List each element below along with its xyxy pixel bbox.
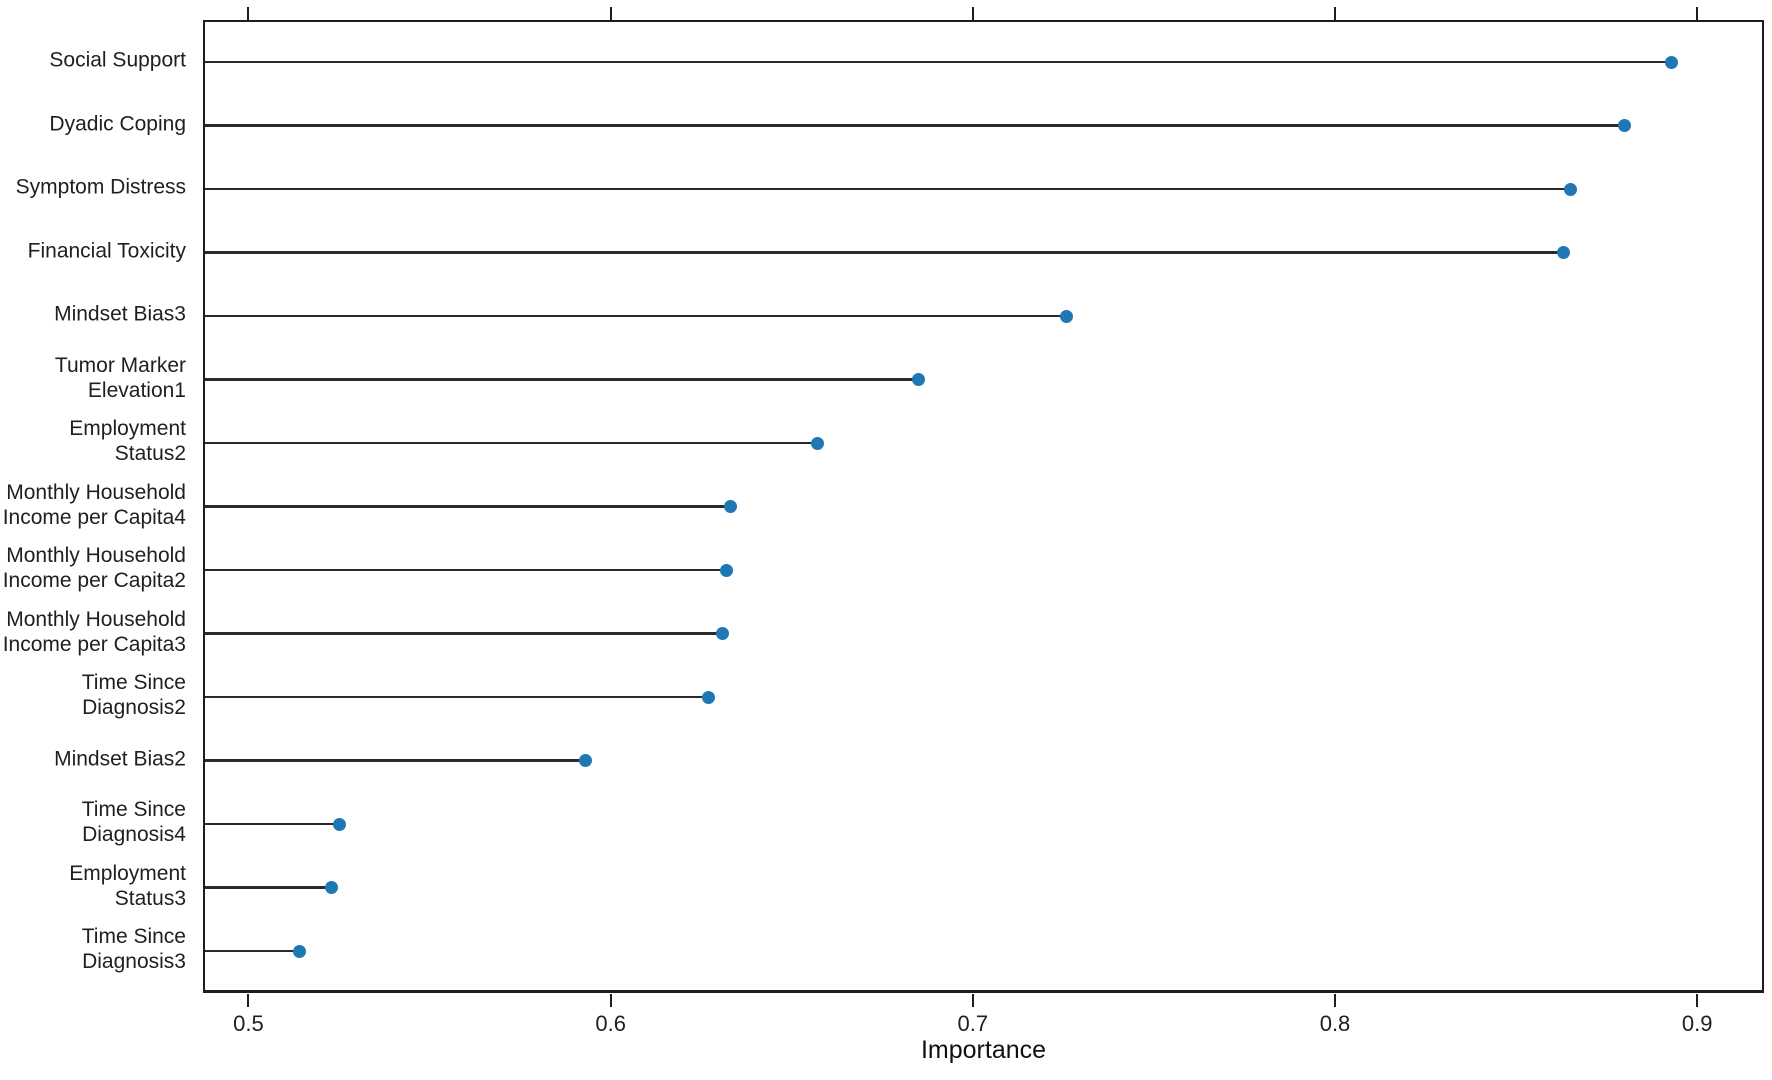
plot-area: 0.5 0.6 0.7 0.8 0.9 <box>203 7 1764 1036</box>
data-point-marker <box>720 563 734 577</box>
data-point-marker <box>332 817 346 831</box>
lollipop-stem <box>205 124 1625 127</box>
x-axis-bottom-tick <box>609 994 612 1007</box>
y-axis-category-label: Time Since Diagnosis3 <box>81 925 186 973</box>
x-axis-tick-label: 0.6 <box>595 1011 626 1036</box>
lollipop-stem <box>205 568 727 572</box>
lollipop-stem <box>205 505 731 508</box>
lollipop-stem <box>205 695 709 699</box>
lollipop-stem <box>205 441 818 445</box>
y-axis-category-label: Symptom Distress <box>15 175 186 199</box>
lollipop-stem <box>205 251 1564 254</box>
lollipop-stem <box>205 949 300 953</box>
y-axis-category-label: Monthly Household Income per Capita4 <box>2 480 186 529</box>
x-axis-top-tick <box>609 7 612 20</box>
y-axis-category-label: Tumor Marker Elevation1 <box>54 353 186 402</box>
y-axis-category-label: Social Support <box>49 48 186 72</box>
data-point-marker <box>292 944 306 958</box>
y-axis-category-label: Mindset Bias2 <box>54 747 186 770</box>
x-axis-top-tick <box>1334 7 1336 20</box>
data-point-marker <box>1563 182 1577 196</box>
x-axis-bottom-tick <box>1696 994 1699 1007</box>
x-axis-title: Importance <box>920 1036 1047 1064</box>
x-axis-tick-label: 0.7 <box>957 1011 989 1036</box>
data-point-marker <box>1060 309 1074 323</box>
x-axis-bottom-tick <box>971 994 974 1007</box>
y-axis-category-label: Monthly Household Income per Capita3 <box>2 607 186 656</box>
y-axis-category-label: Dyadic Coping <box>49 112 186 135</box>
y-axis-category-label: Employment Status3 <box>69 861 186 910</box>
data-point-marker <box>578 754 592 767</box>
lollipop-stem <box>205 822 339 826</box>
data-point-marker <box>701 690 715 704</box>
data-point-marker <box>1665 55 1679 69</box>
x-axis-top-tick <box>971 7 974 20</box>
x-axis-bottom-tick <box>1334 994 1336 1007</box>
data-point-marker <box>723 500 737 513</box>
data-point-marker <box>716 627 730 640</box>
x-axis-bottom-tick <box>247 994 250 1007</box>
data-point-marker <box>325 881 339 894</box>
lollipop-stem <box>205 187 1571 191</box>
data-point-marker <box>810 436 824 450</box>
lollipop-stem <box>205 378 919 381</box>
x-axis-tick-label: 0.9 <box>1681 1011 1713 1036</box>
x-axis-tick-label: 0.5 <box>233 1011 264 1036</box>
y-axis-category-label: Time Since Diagnosis2 <box>81 671 186 719</box>
x-axis-top-tick <box>247 7 250 20</box>
data-point-marker <box>1618 119 1632 132</box>
lollipop-stem <box>205 759 586 762</box>
y-axis-category-label: Financial Toxicity <box>27 239 186 262</box>
lollipop-stem <box>205 632 723 635</box>
lollipop-stem <box>205 60 1672 64</box>
x-axis-tick-label: 0.8 <box>1319 1011 1351 1036</box>
y-axis-category-label: Employment Status2 <box>69 417 186 465</box>
lollipop-stem <box>205 886 332 889</box>
y-axis-labels: Social Support Dyadic Coping Symptom Distr… <box>0 20 192 993</box>
lollipop-stem <box>205 314 1067 318</box>
data-point-marker <box>911 373 925 386</box>
y-axis-category-label: Time Since Diagnosis4 <box>81 798 186 846</box>
data-point-marker <box>1556 246 1570 259</box>
x-axis-top-tick <box>1696 7 1699 20</box>
y-axis-category-label: Mindset Bias3 <box>54 302 186 326</box>
y-axis-category-label: Monthly Household Income per Capita2 <box>2 544 186 592</box>
